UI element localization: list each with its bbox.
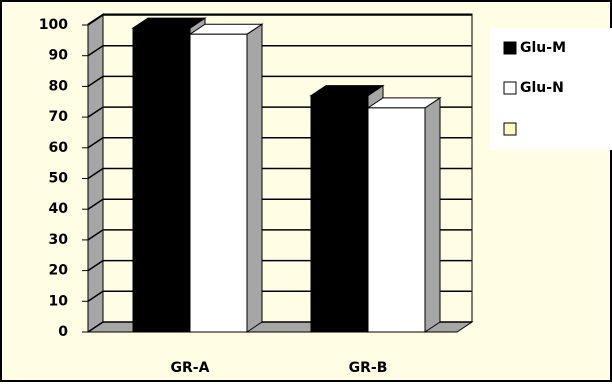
legend-swatch xyxy=(503,81,517,95)
grid-line xyxy=(87,14,104,26)
legend-swatch xyxy=(503,122,517,136)
x-tick-label: GR-A xyxy=(171,360,210,376)
y-tick-label: 20 xyxy=(49,263,69,279)
bar-side xyxy=(246,23,263,333)
grid-line xyxy=(87,45,104,57)
grid-line xyxy=(87,290,104,302)
grid-line xyxy=(87,106,104,118)
bar-side xyxy=(424,96,441,333)
y-tick-label: 90 xyxy=(49,48,69,64)
grid-line xyxy=(87,198,104,210)
grid-line xyxy=(87,137,104,149)
grid-line xyxy=(87,167,104,180)
y-tick-label: 40 xyxy=(49,201,69,217)
y-tick-label: 100 xyxy=(39,17,68,33)
x-tick-label: GR-B xyxy=(349,360,388,376)
bar xyxy=(132,27,191,333)
legend-label: Glu-N xyxy=(520,80,564,96)
y-tick-label: 80 xyxy=(49,78,69,94)
grid-line xyxy=(87,75,104,88)
y-tick-label: 30 xyxy=(49,232,69,248)
bar xyxy=(310,95,369,333)
grid-line xyxy=(87,229,104,241)
y-tick-label: 10 xyxy=(49,293,69,309)
y-tick-label: 50 xyxy=(49,171,69,187)
grid-line xyxy=(87,321,104,333)
bar xyxy=(367,107,426,333)
y-tick-label: 0 xyxy=(58,324,68,340)
legend-swatch xyxy=(503,41,517,55)
y-tick-label: 70 xyxy=(49,109,69,125)
bar xyxy=(189,33,248,333)
legend-label: Glu-M xyxy=(520,40,566,56)
y-tick-label: 60 xyxy=(49,140,69,156)
grid-line xyxy=(87,259,104,272)
